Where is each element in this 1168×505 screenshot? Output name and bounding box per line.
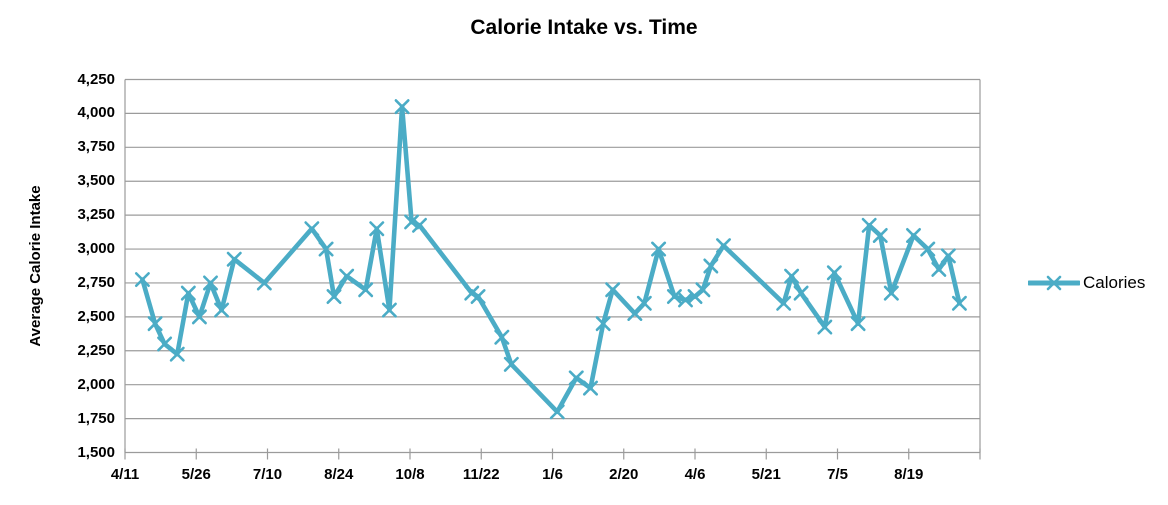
y-tick-label: 3,250: [77, 206, 115, 224]
chart-title: Calorie Intake vs. Time: [470, 16, 698, 39]
plot-border: [124, 79, 981, 453]
y-tick-label: 1,750: [77, 409, 115, 427]
y-tick-label: 4,250: [77, 70, 115, 88]
y-tick-label: 3,500: [77, 172, 115, 190]
legend-label: Calories: [1083, 273, 1146, 292]
gridlines: [125, 78, 980, 454]
x-tick-label: 8/19: [894, 466, 924, 483]
x-tick-label: 7/10: [252, 466, 283, 483]
y-tick-label: 2,000: [77, 375, 115, 393]
x-tick-label: 11/22: [462, 466, 500, 483]
legend: Calories: [1028, 272, 1145, 294]
x-tick-label: 5/21: [751, 466, 781, 483]
y-tick-label: 3,750: [77, 138, 115, 156]
x-tick-label: 5/26: [181, 466, 211, 483]
legend-marker-icon: [1028, 275, 1080, 291]
y-tick-label: 2,750: [77, 273, 115, 291]
x-tick-label: 2/20: [609, 466, 639, 483]
y-tick-label: 2,250: [77, 341, 115, 359]
x-tick-label: 8/24: [324, 466, 354, 483]
x-axis-ticks: [124, 448, 981, 460]
x-tick-label: 4/11: [110, 466, 140, 483]
y-tick-label: 3,000: [77, 240, 115, 258]
x-tick-label: 7/5: [827, 466, 848, 483]
y-tick-label: 1,500: [77, 443, 115, 461]
x-tick-label: 1/6: [542, 466, 563, 483]
series-line: [140, 104, 962, 415]
series-markers: [134, 99, 967, 420]
y-tick-label: 2,500: [77, 307, 115, 325]
x-tick-label: 10/8: [395, 466, 425, 483]
x-tick-label: 4/6: [684, 466, 706, 483]
y-tick-label: 4,000: [77, 104, 115, 122]
